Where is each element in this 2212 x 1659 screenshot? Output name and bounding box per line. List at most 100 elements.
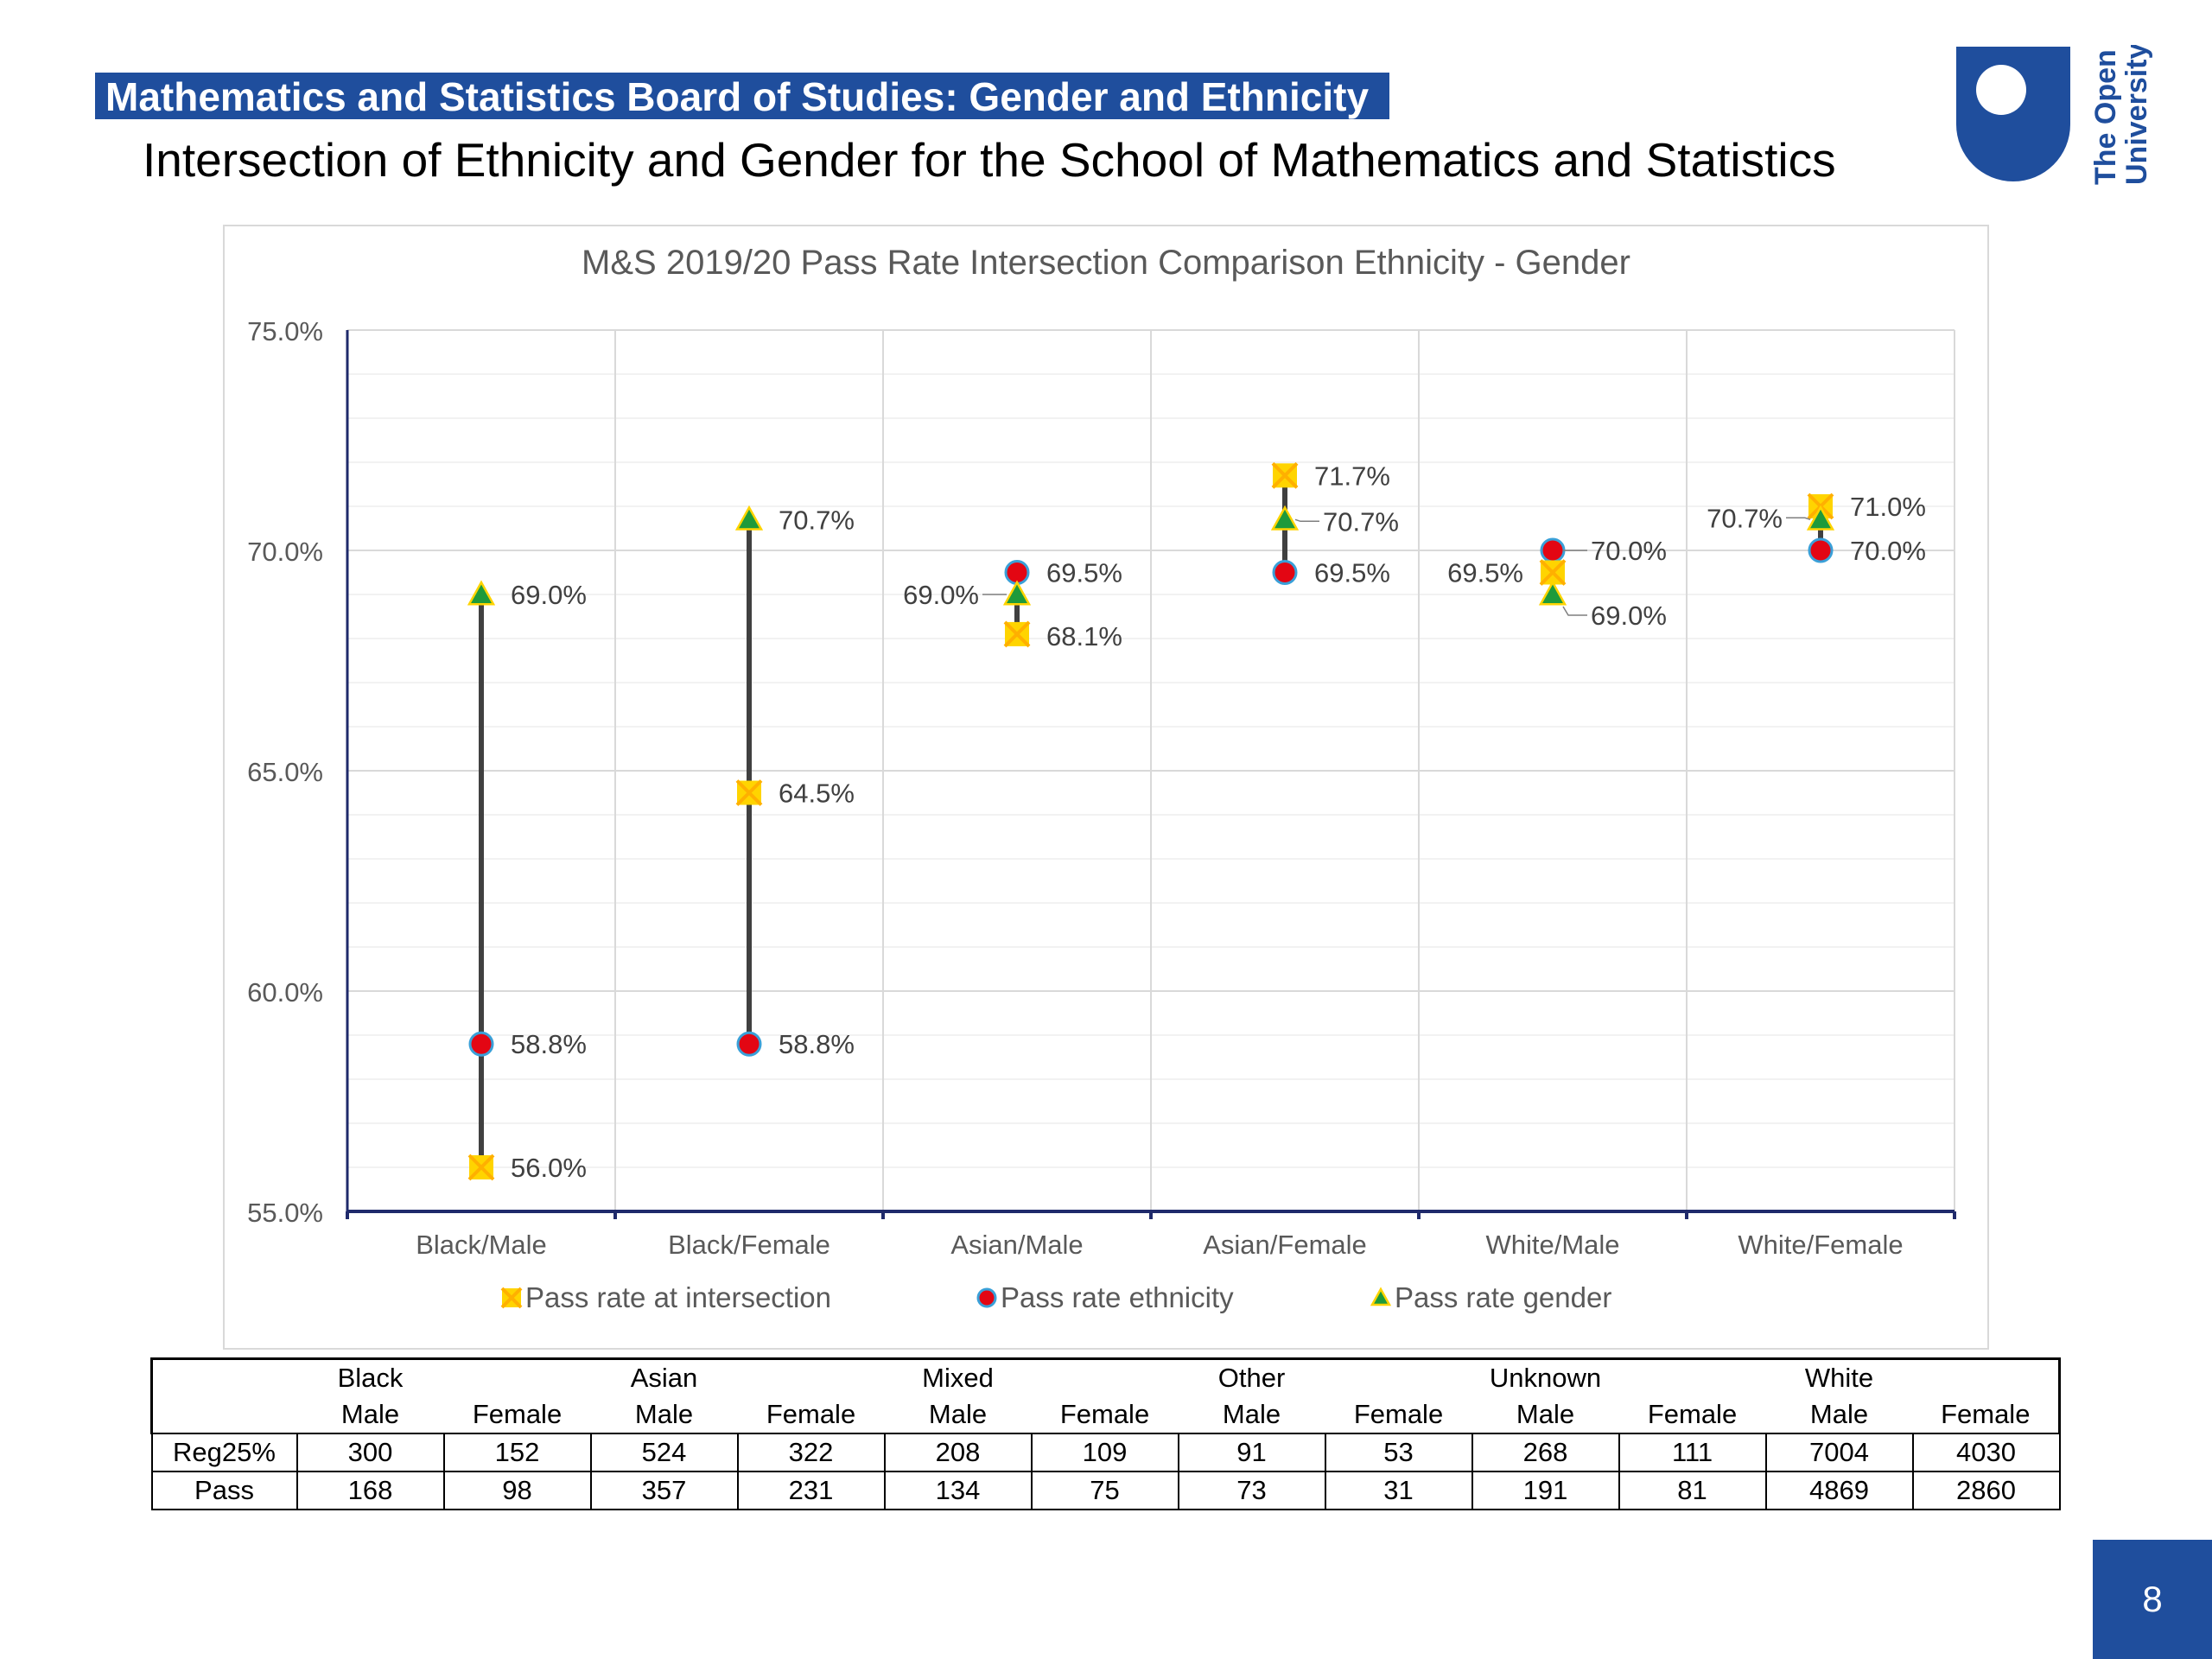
table-cell: White [1765, 1357, 1913, 1396]
y-tick-label: 55.0% [247, 1198, 323, 1228]
table-header-row-group: Black Asian Mixed Other Unknown White [150, 1357, 2061, 1396]
x-tick-label: Asian/Male [950, 1230, 1083, 1260]
table-cell: Reg25% [150, 1433, 298, 1472]
table-cell: 168 [296, 1471, 445, 1510]
table-cell: 191 [1471, 1471, 1620, 1510]
ethnicity-marker [1808, 537, 1834, 563]
table-cell: Male [634, 1399, 694, 1429]
ou-logo-line2: University [2120, 45, 2153, 185]
table-cell: 231 [736, 1471, 886, 1510]
ou-shield-icon [1956, 47, 2070, 181]
x-tick-label: Asian/Female [1203, 1230, 1367, 1260]
table-cell: 208 [883, 1433, 1033, 1472]
ethnicity-marker [1540, 537, 1566, 563]
table-cell: 7004 [1764, 1433, 1914, 1472]
chart-title: M&S 2019/20 Pass Rate Intersection Compa… [582, 244, 1630, 282]
data-label: 58.8% [779, 1029, 855, 1059]
table-cell [150, 1357, 297, 1396]
table-cell: Mixed [884, 1357, 1032, 1396]
table-cell: 81 [1618, 1471, 1767, 1510]
data-label: 69.5% [1046, 558, 1122, 588]
data-label: 71.7% [1314, 461, 1390, 491]
table-cell: Unknown [1471, 1357, 1619, 1396]
table-cell: 75 [1030, 1471, 1179, 1510]
table-cell: 4869 [1764, 1471, 1914, 1510]
label-leader-line [1786, 517, 1811, 521]
data-label: 58.8% [511, 1029, 587, 1059]
y-tick-label: 75.0% [247, 316, 323, 346]
data-label: 69.0% [1591, 601, 1667, 631]
table-cell: Black [296, 1357, 444, 1396]
table-cell: Male [928, 1399, 988, 1429]
table-cell: Male [1516, 1399, 1575, 1429]
intersection-marker-x [735, 779, 763, 806]
label-leader-line [1562, 606, 1587, 616]
data-label: 71.0% [1850, 492, 1926, 522]
table-cell [1325, 1357, 1472, 1396]
gender-marker [1002, 580, 1032, 606]
ethnicity-marker [468, 1031, 494, 1057]
table-cell: 524 [589, 1433, 739, 1472]
legend-ethnicity-marker [976, 1287, 997, 1308]
table-cell: Asian [590, 1357, 738, 1396]
legend-gender-marker [1370, 1287, 1392, 1306]
open-university-logo: The Open University [1956, 45, 2153, 185]
table-cell: 357 [589, 1471, 739, 1510]
data-label: 69.5% [1314, 558, 1390, 588]
chart-markers [467, 461, 1835, 1181]
data-label: 64.5% [779, 779, 855, 809]
slide-subtitle: Intersection of Ethnicity and Gender for… [143, 133, 1836, 187]
table-cell [737, 1357, 885, 1396]
intersection-marker-x [1539, 559, 1567, 586]
table-cell: 152 [442, 1433, 592, 1472]
table-cell: 4030 [1911, 1433, 2061, 1472]
chart-y-tick-labels: 55.0% 60.0% 65.0% 70.0% 75.0% [247, 316, 323, 1228]
label-leader-line [1294, 518, 1319, 523]
gender-marker [1270, 505, 1300, 531]
table-row: Reg25% 300 152 524 322 208 109 91 53 268 111 7004 40… [150, 1433, 2061, 1472]
data-label: 69.0% [903, 580, 979, 610]
ou-shield-dot [1976, 65, 2026, 115]
table-cell: Female [1059, 1399, 1150, 1429]
chart-gridlines [347, 329, 1955, 1212]
chart-x-tick-labels: Black/Male Black/Female Asian/Male Asian/Fe… [416, 1230, 1903, 1260]
x-tick-label: Black/Female [668, 1230, 830, 1260]
table-cell [150, 1396, 297, 1433]
intersection-marker-x [1003, 620, 1031, 648]
table-cell: Male [1809, 1399, 1869, 1429]
y-tick-label: 70.0% [247, 537, 323, 567]
table-cell: Male [1222, 1399, 1281, 1429]
table-cell: 268 [1471, 1433, 1620, 1472]
legend-item-label: Pass rate ethnicity [1001, 1281, 1234, 1313]
chart-data-labels: 56.0% 64.5% 68.1% 71.7% 69.5% 71.0% 58.8% 58.8%… [511, 461, 1926, 1183]
table-cell: 111 [1618, 1433, 1767, 1472]
table-cell [1031, 1357, 1179, 1396]
table-row: Pass 168 98 357 231 134 75 73 31 191 81 4869 2860 [150, 1471, 2061, 1510]
table-header-row-gender: Male Female Male Female Male Female Male Female… [150, 1396, 2061, 1433]
intersection-marker-x [1271, 461, 1299, 489]
table-cell: 322 [736, 1433, 886, 1472]
table-cell: Pass [150, 1471, 298, 1510]
ethnicity-marker [1272, 560, 1298, 585]
slide-title: Mathematics and Statistics Board of Stud… [95, 73, 1390, 119]
y-tick-label: 65.0% [247, 757, 323, 787]
data-label: 56.0% [511, 1153, 587, 1183]
table-cell: 53 [1324, 1433, 1473, 1472]
table-cell: Male [340, 1399, 400, 1429]
x-tick-label: White/Male [1485, 1230, 1619, 1260]
table-cell: 73 [1177, 1471, 1326, 1510]
data-label: 70.7% [779, 505, 855, 535]
table-cell: 109 [1030, 1433, 1179, 1472]
registration-pass-table: Black Asian Mixed Other Unknown White Male Fema… [150, 1357, 2061, 1510]
data-label: 70.7% [1707, 503, 1783, 533]
table-cell: Female [472, 1399, 563, 1429]
y-tick-label: 60.0% [247, 977, 323, 1007]
gender-marker [1538, 580, 1567, 606]
table-cell: 98 [442, 1471, 592, 1510]
data-label: 69.0% [511, 580, 587, 610]
x-tick-label: White/Female [1738, 1230, 1903, 1260]
table-cell: 91 [1177, 1433, 1326, 1472]
data-label: 68.1% [1046, 621, 1122, 652]
table-cell [1912, 1357, 2061, 1396]
gender-marker [1806, 505, 1835, 531]
